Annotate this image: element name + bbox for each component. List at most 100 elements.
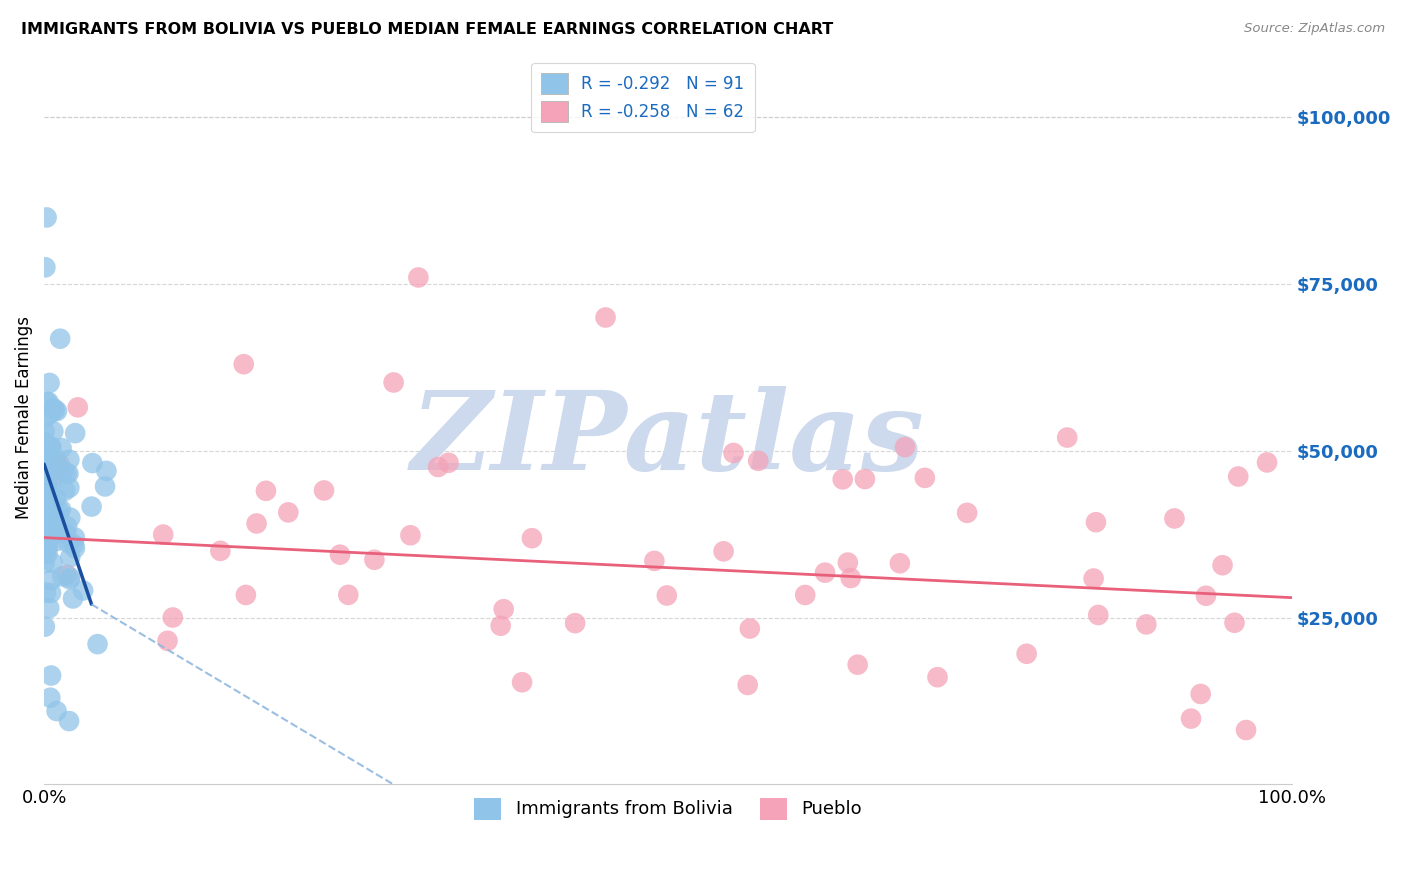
Point: [45, 520, 67, 534]
Point: [839, 571, 862, 585]
Point: [794, 588, 817, 602]
Point: [1135, 617, 1157, 632]
Point: [45, 451, 67, 466]
Point: [846, 657, 869, 672]
Point: [34, 504, 56, 518]
Point: [34, 547, 56, 561]
Point: [72, 583, 94, 598]
Point: [86, 637, 108, 651]
Point: [489, 618, 512, 632]
Point: [42, 556, 65, 570]
Point: [655, 589, 678, 603]
Point: [37, 487, 59, 501]
Point: [235, 588, 257, 602]
Point: [34, 462, 56, 476]
Point: [48, 457, 70, 471]
Point: [1223, 615, 1246, 630]
Point: [44, 403, 66, 417]
Point: [329, 548, 352, 562]
Point: [35, 473, 58, 487]
Point: [82, 456, 104, 470]
Point: [520, 531, 543, 545]
Point: [492, 602, 515, 616]
Point: [39, 440, 62, 454]
Point: [34, 486, 56, 500]
Point: [156, 633, 179, 648]
Point: [737, 678, 759, 692]
Point: [1084, 515, 1107, 529]
Point: [48, 504, 70, 518]
Point: [814, 566, 837, 580]
Point: [337, 588, 360, 602]
Point: [927, 670, 949, 684]
Point: [34, 464, 56, 478]
Point: [55, 527, 77, 541]
Point: [34, 425, 56, 439]
Point: [382, 376, 405, 390]
Point: [34, 436, 56, 450]
Point: [39, 668, 62, 682]
Point: [39, 690, 62, 705]
Point: [39, 458, 62, 473]
Point: [232, 357, 254, 371]
Point: [52, 463, 75, 477]
Point: [277, 505, 299, 519]
Point: [49, 332, 72, 346]
Point: [35, 211, 58, 225]
Text: ZIPatlas: ZIPatlas: [411, 386, 925, 493]
Point: [427, 460, 450, 475]
Point: [38, 518, 60, 533]
Point: [39, 406, 62, 420]
Point: [39, 586, 62, 600]
Point: [1083, 572, 1105, 586]
Point: [209, 544, 232, 558]
Point: [34, 511, 56, 525]
Point: [59, 550, 82, 565]
Point: [399, 528, 422, 542]
Point: [34, 511, 56, 525]
Point: [80, 500, 103, 514]
Point: [38, 509, 60, 524]
Point: [564, 616, 586, 631]
Point: [51, 569, 73, 583]
Point: [34, 620, 56, 634]
Point: [34, 538, 56, 552]
Point: [42, 424, 65, 438]
Point: [643, 554, 665, 568]
Point: [34, 556, 56, 570]
Point: [37, 475, 59, 490]
Point: [35, 503, 58, 517]
Point: [1015, 647, 1038, 661]
Point: [408, 270, 430, 285]
Point: [96, 464, 118, 478]
Point: [46, 533, 69, 548]
Point: [63, 531, 86, 545]
Point: [58, 536, 80, 550]
Y-axis label: Median Female Earnings: Median Female Earnings: [15, 316, 32, 519]
Point: [1087, 607, 1109, 622]
Point: [245, 516, 267, 531]
Point: [42, 468, 65, 483]
Point: [35, 540, 58, 554]
Point: [35, 531, 58, 545]
Point: [39, 440, 62, 454]
Point: [45, 704, 67, 718]
Point: [1180, 712, 1202, 726]
Point: [595, 310, 617, 325]
Point: [363, 553, 385, 567]
Point: [1056, 431, 1078, 445]
Point: [956, 506, 979, 520]
Point: [62, 591, 84, 606]
Point: [1163, 511, 1185, 525]
Point: [853, 472, 876, 486]
Point: [35, 500, 58, 515]
Point: [42, 527, 65, 541]
Point: [35, 395, 58, 409]
Text: Source: ZipAtlas.com: Source: ZipAtlas.com: [1244, 22, 1385, 36]
Point: [63, 426, 86, 441]
Point: [34, 450, 56, 464]
Point: [37, 395, 59, 409]
Point: [63, 538, 86, 552]
Point: [37, 455, 59, 469]
Point: [1234, 723, 1257, 737]
